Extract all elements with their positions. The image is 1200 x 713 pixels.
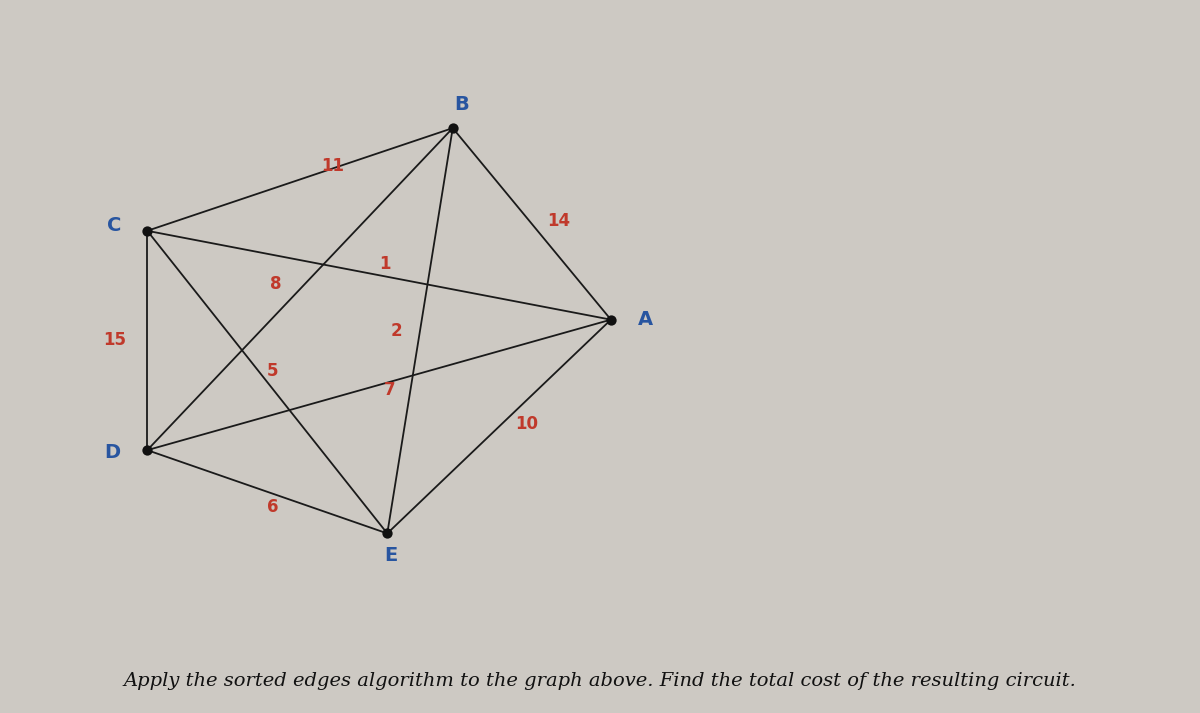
Text: 5: 5 (266, 362, 278, 380)
Point (138, 444, 157, 456)
Text: Apply the sorted edges algorithm to the graph above. Find the total cost of the : Apply the sorted edges algorithm to the … (124, 672, 1076, 690)
Point (443, 123, 462, 134)
Text: 10: 10 (515, 415, 538, 433)
Text: C: C (107, 216, 121, 235)
Text: 11: 11 (322, 157, 344, 175)
Text: 6: 6 (266, 498, 278, 516)
Text: A: A (638, 310, 653, 329)
Text: 14: 14 (547, 212, 571, 230)
Text: 1: 1 (379, 255, 390, 273)
Point (601, 314, 620, 325)
Text: D: D (104, 443, 120, 463)
Text: 15: 15 (103, 332, 126, 349)
Text: 2: 2 (390, 322, 402, 340)
Point (378, 528, 397, 539)
Text: 7: 7 (384, 381, 396, 399)
Text: 8: 8 (270, 275, 282, 292)
Text: E: E (384, 546, 397, 565)
Point (138, 225, 157, 237)
Text: B: B (454, 96, 469, 114)
